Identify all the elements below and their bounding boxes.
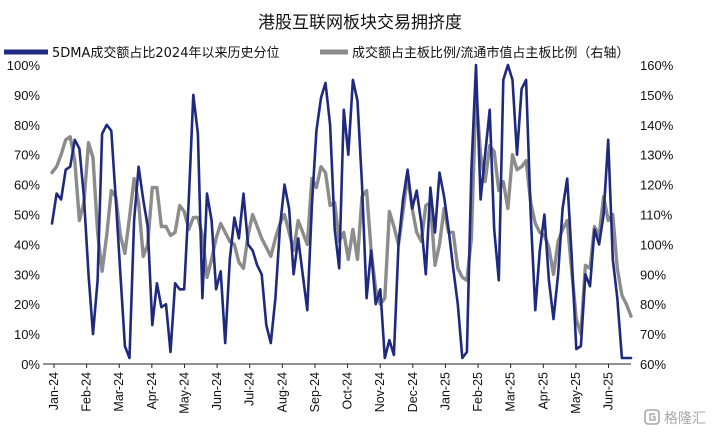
right-axis-ticks: 60% 70% 80% 90% 100% 110% 120% 130% 140% 150% 160%: [640, 58, 674, 372]
x-tick-label: Oct-24: [341, 372, 355, 410]
left-tick-label: 60%: [14, 178, 40, 193]
left-axis-ticks: 0% 10% 20% 30% 40% 50% 60% 70% 80% 90% 100%: [7, 58, 41, 372]
x-tick-label: Mar-25: [504, 372, 518, 412]
right-tick-label: 120%: [640, 178, 674, 193]
watermark: 格隆汇: [644, 409, 706, 427]
left-tick-label: 100%: [7, 58, 41, 73]
left-tick-label: 40%: [14, 237, 40, 252]
legend-label-2: 成交额占主板比例/流通市值占主板比例（右轴）: [352, 45, 629, 61]
left-tick-label: 80%: [14, 118, 40, 133]
right-tick-label: 90%: [640, 267, 666, 282]
x-tick-label: Dec-24: [406, 372, 420, 412]
x-tick-label: Jun-25: [602, 372, 616, 410]
x-tick-label: Aug-24: [275, 372, 289, 412]
x-axis-ticks: Jan-24 Feb-24 Mar-24 Apr-24 May-24 Jun-24 Jul-…: [47, 364, 616, 414]
series-group: [50, 63, 633, 360]
watermark-logo-mark: [649, 413, 656, 421]
x-tick-label: Jan-25: [438, 372, 452, 410]
right-tick-label: 70%: [640, 327, 666, 342]
chart-title: 港股互联网板块交易拥挤度: [258, 13, 462, 33]
x-tick-label: May-25: [569, 372, 583, 414]
legend-label-1: 5DMA成交额占比2024年以来历史分位: [52, 45, 279, 61]
legend: 5DMA成交额占比2024年以来历史分位 成交额占主板比例/流通市值占主板比例（右…: [4, 45, 629, 61]
x-tick-label: Mar-24: [112, 372, 126, 412]
series-line-percentile: [50, 63, 633, 360]
left-tick-label: 20%: [14, 297, 40, 312]
right-tick-label: 160%: [640, 58, 674, 73]
right-tick-label: 150%: [640, 88, 674, 103]
left-tick-label: 10%: [14, 327, 40, 342]
x-tick-label: Sep-24: [308, 372, 322, 412]
right-tick-label: 110%: [640, 208, 673, 223]
left-tick-label: 0%: [21, 357, 40, 372]
x-tick-label: Apr-24: [145, 372, 159, 410]
left-tick-label: 50%: [14, 208, 40, 223]
x-tick-label: Feb-25: [471, 372, 485, 412]
x-tick-label: May-24: [177, 372, 191, 414]
right-tick-label: 130%: [640, 148, 674, 163]
left-tick-label: 30%: [14, 267, 40, 282]
x-tick-label: Feb-24: [80, 372, 94, 412]
left-tick-label: 70%: [14, 148, 40, 163]
watermark-logo: [644, 409, 660, 425]
x-tick-label: Jun-24: [210, 372, 224, 410]
x-tick-label: Nov-24: [373, 372, 387, 412]
x-tick-label: Jan-24: [47, 372, 61, 410]
watermark-text: 格隆汇: [664, 411, 706, 427]
right-tick-label: 80%: [640, 297, 666, 312]
right-tick-label: 100%: [640, 237, 674, 252]
x-tick-label: Jul-24: [243, 372, 257, 406]
x-tick-label: Apr-25: [536, 372, 550, 410]
right-tick-label: 140%: [640, 118, 674, 133]
left-tick-label: 90%: [14, 88, 40, 103]
right-tick-label: 60%: [640, 357, 666, 372]
